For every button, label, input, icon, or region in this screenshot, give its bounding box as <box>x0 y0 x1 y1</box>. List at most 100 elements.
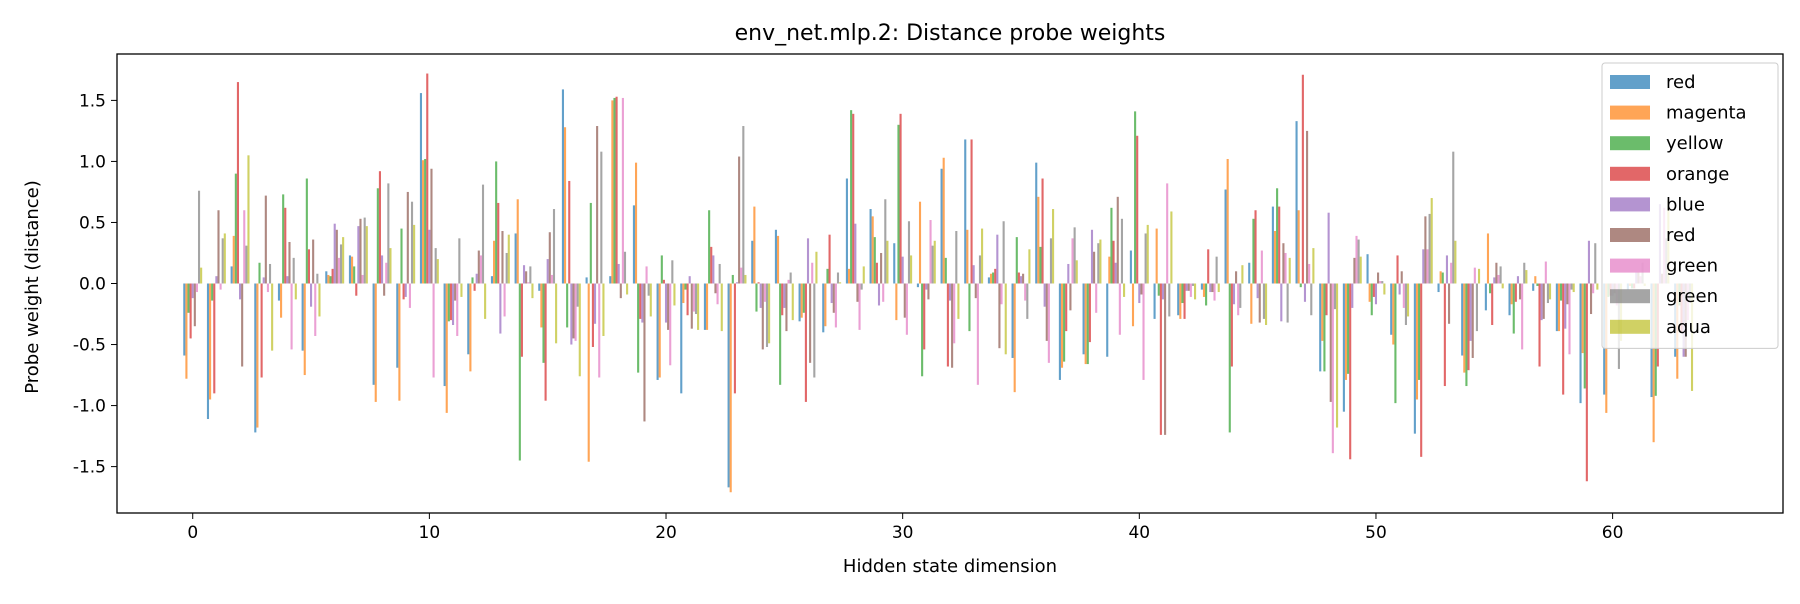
bar <box>598 283 601 378</box>
bar <box>353 266 356 284</box>
bar <box>871 216 874 284</box>
bar <box>589 202 592 284</box>
bar <box>1140 283 1143 295</box>
bar <box>789 272 792 284</box>
bar <box>893 243 896 284</box>
chart-title: env_net.mlp.2: Distance probe weights <box>735 21 1166 46</box>
bar <box>389 248 392 284</box>
bar <box>802 283 805 313</box>
bar <box>682 283 685 304</box>
legend-swatch <box>1610 136 1650 151</box>
bar <box>1590 283 1593 315</box>
bar <box>327 274 330 284</box>
bar <box>850 110 853 284</box>
bar <box>348 255 352 284</box>
bar <box>1557 283 1561 332</box>
bar <box>1118 283 1121 335</box>
bar <box>284 207 287 284</box>
bar <box>875 262 878 284</box>
bar <box>834 283 837 328</box>
bar <box>191 283 194 299</box>
bar <box>662 279 665 284</box>
bar <box>363 217 366 284</box>
bar <box>1282 243 1285 284</box>
bar <box>1224 189 1227 284</box>
bar <box>301 283 304 351</box>
bar <box>1252 218 1255 284</box>
bar <box>329 276 332 284</box>
bar <box>256 283 259 428</box>
bar <box>503 283 506 317</box>
bar <box>337 257 340 284</box>
bar <box>989 273 993 284</box>
bar <box>1134 111 1137 284</box>
bar <box>1179 283 1182 319</box>
bar <box>481 184 485 284</box>
bar <box>434 248 437 284</box>
bar <box>1491 283 1494 326</box>
bar <box>447 283 450 322</box>
bar <box>499 283 502 334</box>
bar <box>755 283 758 312</box>
bar <box>387 183 390 284</box>
bar <box>591 283 594 347</box>
bar <box>613 97 616 284</box>
bar <box>740 267 743 284</box>
bar <box>744 274 747 284</box>
bar <box>430 168 433 284</box>
bar <box>400 228 403 284</box>
bar <box>1235 271 1238 284</box>
legend-swatch <box>1610 258 1650 273</box>
bar <box>396 283 399 368</box>
bar <box>729 283 732 493</box>
bar <box>1495 262 1498 284</box>
bar <box>974 283 977 299</box>
bar <box>1239 283 1242 308</box>
legend-label: red <box>1666 225 1696 246</box>
bar <box>316 273 319 284</box>
bar <box>1306 130 1309 284</box>
bar <box>880 252 883 284</box>
bar <box>611 100 614 284</box>
bar <box>1422 249 1425 284</box>
bar <box>1469 283 1472 341</box>
bar <box>230 266 233 284</box>
bar <box>1202 283 1206 297</box>
bar <box>1164 283 1167 435</box>
bar <box>1366 254 1369 284</box>
bar <box>714 283 717 294</box>
bar <box>753 206 756 284</box>
x-axis-label: Hidden state dimension <box>843 556 1057 577</box>
bar <box>484 283 487 319</box>
bar <box>811 262 814 284</box>
y-tick-label: 0.0 <box>79 275 106 295</box>
bar <box>916 283 919 288</box>
bar <box>419 93 423 284</box>
bar <box>804 283 807 402</box>
bar <box>1260 250 1263 284</box>
bar <box>1570 283 1573 290</box>
bar <box>574 283 577 341</box>
bar <box>918 201 922 284</box>
bar <box>1106 283 1109 357</box>
bar <box>897 124 900 284</box>
bar <box>309 283 313 307</box>
bar <box>197 190 201 284</box>
bar <box>1581 283 1584 354</box>
legend-label: magenta <box>1666 103 1747 124</box>
bar <box>1084 283 1087 365</box>
bar <box>1542 283 1545 319</box>
bar <box>1585 283 1588 482</box>
bar <box>626 283 629 295</box>
bar <box>1377 272 1380 284</box>
bar <box>946 283 949 367</box>
bar <box>292 257 295 284</box>
bar <box>564 127 567 284</box>
bar <box>522 265 526 284</box>
bar <box>568 180 571 284</box>
bar <box>940 168 943 284</box>
bar <box>217 210 220 284</box>
bar <box>964 139 967 284</box>
bar <box>809 283 812 363</box>
bar <box>1477 268 1481 284</box>
